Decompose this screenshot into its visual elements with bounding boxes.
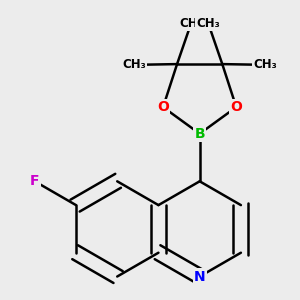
Text: N: N (194, 269, 206, 284)
Text: O: O (157, 100, 169, 114)
Text: O: O (230, 100, 242, 114)
Text: CH₃: CH₃ (122, 58, 146, 71)
Text: CH₃: CH₃ (179, 17, 203, 30)
Text: CH₃: CH₃ (196, 17, 220, 30)
Text: B: B (194, 127, 205, 141)
Text: CH₃: CH₃ (254, 58, 277, 71)
Text: F: F (30, 174, 40, 188)
